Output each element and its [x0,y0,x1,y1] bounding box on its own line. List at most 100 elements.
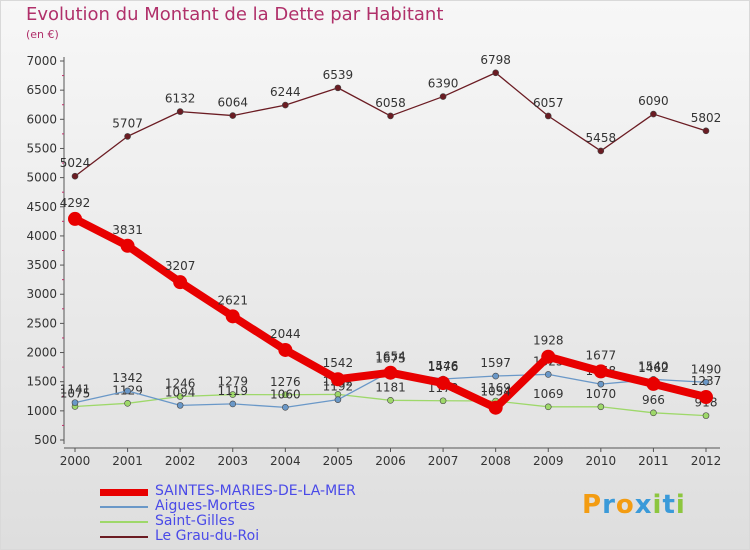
x-tick-label: 2004 [270,454,301,468]
data-label: 1928 [533,334,564,348]
data-point [488,400,503,415]
y-tick-label: 4000 [26,229,57,243]
data-point [646,376,661,391]
y-tick-label: 3500 [26,258,57,272]
x-tick-label: 2012 [691,454,722,468]
data-label: 1462 [638,361,669,375]
data-point [225,309,240,324]
y-tick-label: 7000 [26,54,57,68]
logo-letter: o [615,490,635,520]
data-point [650,110,657,118]
data-point [650,409,657,417]
data-label: 1677 [586,348,617,362]
data-label: 1546 [428,359,459,373]
x-tick-label: 2001 [112,454,143,468]
data-label: 3831 [112,223,143,237]
data-label: 6064 [217,96,248,110]
data-point [436,376,451,391]
data-point [702,378,710,386]
x-tick-label: 2009 [533,454,564,468]
y-tick-label: 5500 [26,141,57,155]
data-label: 3207 [165,259,196,273]
y-tick-label: 500 [34,433,57,447]
data-point [702,127,710,135]
x-tick-label: 2005 [323,454,354,468]
data-label: 5707 [112,116,143,130]
data-point [387,112,394,120]
data-point [278,342,293,357]
data-label: 1540 [638,359,669,373]
data-label: 1476 [428,360,459,374]
data-point [387,396,394,404]
data-label: 1237 [691,374,722,388]
data-point [439,397,447,405]
data-point [229,112,237,119]
data-point [173,275,188,290]
data-label: 1342 [112,371,143,385]
y-tick-label: 6500 [26,83,57,97]
data-point [544,371,552,378]
data-point [229,400,237,408]
x-tick-label: 2011 [638,454,669,468]
data-point [541,349,556,364]
data-label: 1069 [533,387,564,401]
legend-label: Le Grau-du-Roi [155,528,260,544]
data-label: 6132 [165,92,196,106]
data-label: 6058 [375,96,406,110]
logo-letter: i [675,490,686,520]
data-point [71,399,79,406]
data-label: 1675 [375,351,406,365]
legend-swatch [100,488,148,496]
data-label: 1597 [480,356,511,370]
data-point [124,133,131,140]
data-point [282,101,289,109]
data-point [383,365,398,380]
data-point [597,147,605,155]
data-label: 6090 [638,94,669,108]
x-tick-label: 2006 [375,454,406,468]
data-point [282,404,289,411]
chart-subtitle: (en €) [26,28,59,41]
logo-letter: P [582,490,603,520]
data-label: 1490 [691,362,722,376]
x-tick-label: 2010 [586,454,617,468]
data-label: 2621 [217,293,248,307]
data-label: 1070 [586,387,617,401]
data-point [439,93,447,100]
data-point [124,400,131,407]
data-label: 1094 [165,385,196,399]
data-label: 1119 [217,384,248,398]
data-point [492,372,499,380]
logo-letter: r [602,490,616,520]
data-point [544,403,552,411]
data-label: 1141 [60,383,91,397]
data-point [176,108,184,115]
data-label: 1276 [270,375,301,389]
y-tick-label: 5000 [26,171,57,185]
data-point [68,211,82,226]
data-label: 4292 [60,196,91,210]
legend-label: SAINTES-MARIES-DE-LA-MER [155,483,356,499]
data-label: 5802 [691,111,722,125]
data-point [492,69,499,77]
data-point [124,387,131,395]
data-label: 1192 [323,380,354,394]
data-point [330,372,345,387]
y-tick-label: 3000 [26,287,57,301]
y-tick-label: 1000 [26,404,57,418]
data-label: 1054 [480,385,511,399]
data-point [544,112,552,120]
series-line [74,72,707,177]
data-label: 6057 [533,96,564,110]
data-point [593,364,608,379]
y-tick-label: 2500 [26,316,57,330]
chart-title: Evolution du Montant de la Dette par Hab… [26,4,444,25]
data-point [334,84,342,92]
data-label: 1075 [60,386,91,400]
x-tick-label: 2003 [217,454,248,468]
data-point [176,393,184,400]
data-point [597,380,605,388]
x-tick-label: 2007 [428,454,459,468]
data-label: 1542 [323,356,354,370]
